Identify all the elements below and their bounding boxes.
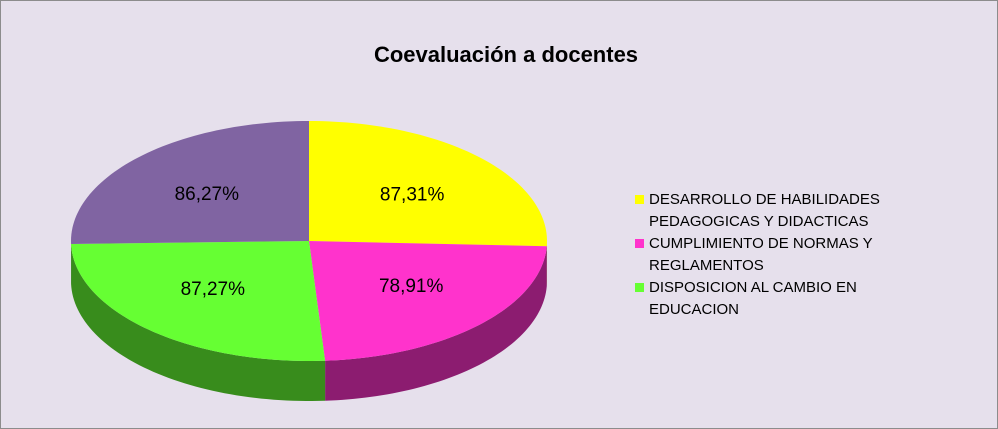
slice-side [325, 246, 547, 401]
data-label: 87,31% [380, 184, 445, 205]
chart-title: Coevaluación a docentes [374, 42, 638, 67]
data-label: 86,27% [175, 184, 240, 205]
legend: DESARROLLO DE HABILIDADES PEDAGOGICAS Y … [633, 189, 933, 321]
data-label: 87,27% [181, 279, 246, 300]
legend-item: DISPOSICION AL CAMBIO EN EDUCACION [633, 277, 933, 321]
slice [309, 241, 547, 361]
slice [309, 121, 547, 247]
legend-swatch [635, 239, 644, 248]
legend-item: CUMPLIMIENTO DE NORMAS Y REGLAMENTOS [633, 233, 933, 277]
legend-swatch [635, 195, 644, 204]
legend-label: CUMPLIMIENTO DE NORMAS Y REGLAMENTOS [649, 235, 873, 274]
legend-label: DESARROLLO DE HABILIDADES PEDAGOGICAS Y … [649, 191, 880, 230]
slice [71, 121, 309, 244]
slice-side [71, 243, 326, 401]
legend-swatch [635, 283, 644, 292]
legend-label: DISPOSICION AL CAMBIO EN EDUCACION [649, 279, 857, 318]
slice [71, 241, 326, 361]
legend-item: DESARROLLO DE HABILIDADES PEDAGOGICAS Y … [633, 189, 933, 233]
data-label: 78,91% [379, 276, 444, 297]
